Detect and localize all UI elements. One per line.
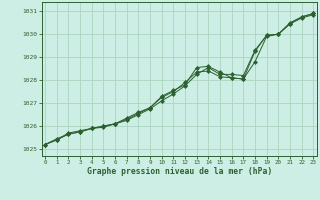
X-axis label: Graphe pression niveau de la mer (hPa): Graphe pression niveau de la mer (hPa) <box>87 167 272 176</box>
